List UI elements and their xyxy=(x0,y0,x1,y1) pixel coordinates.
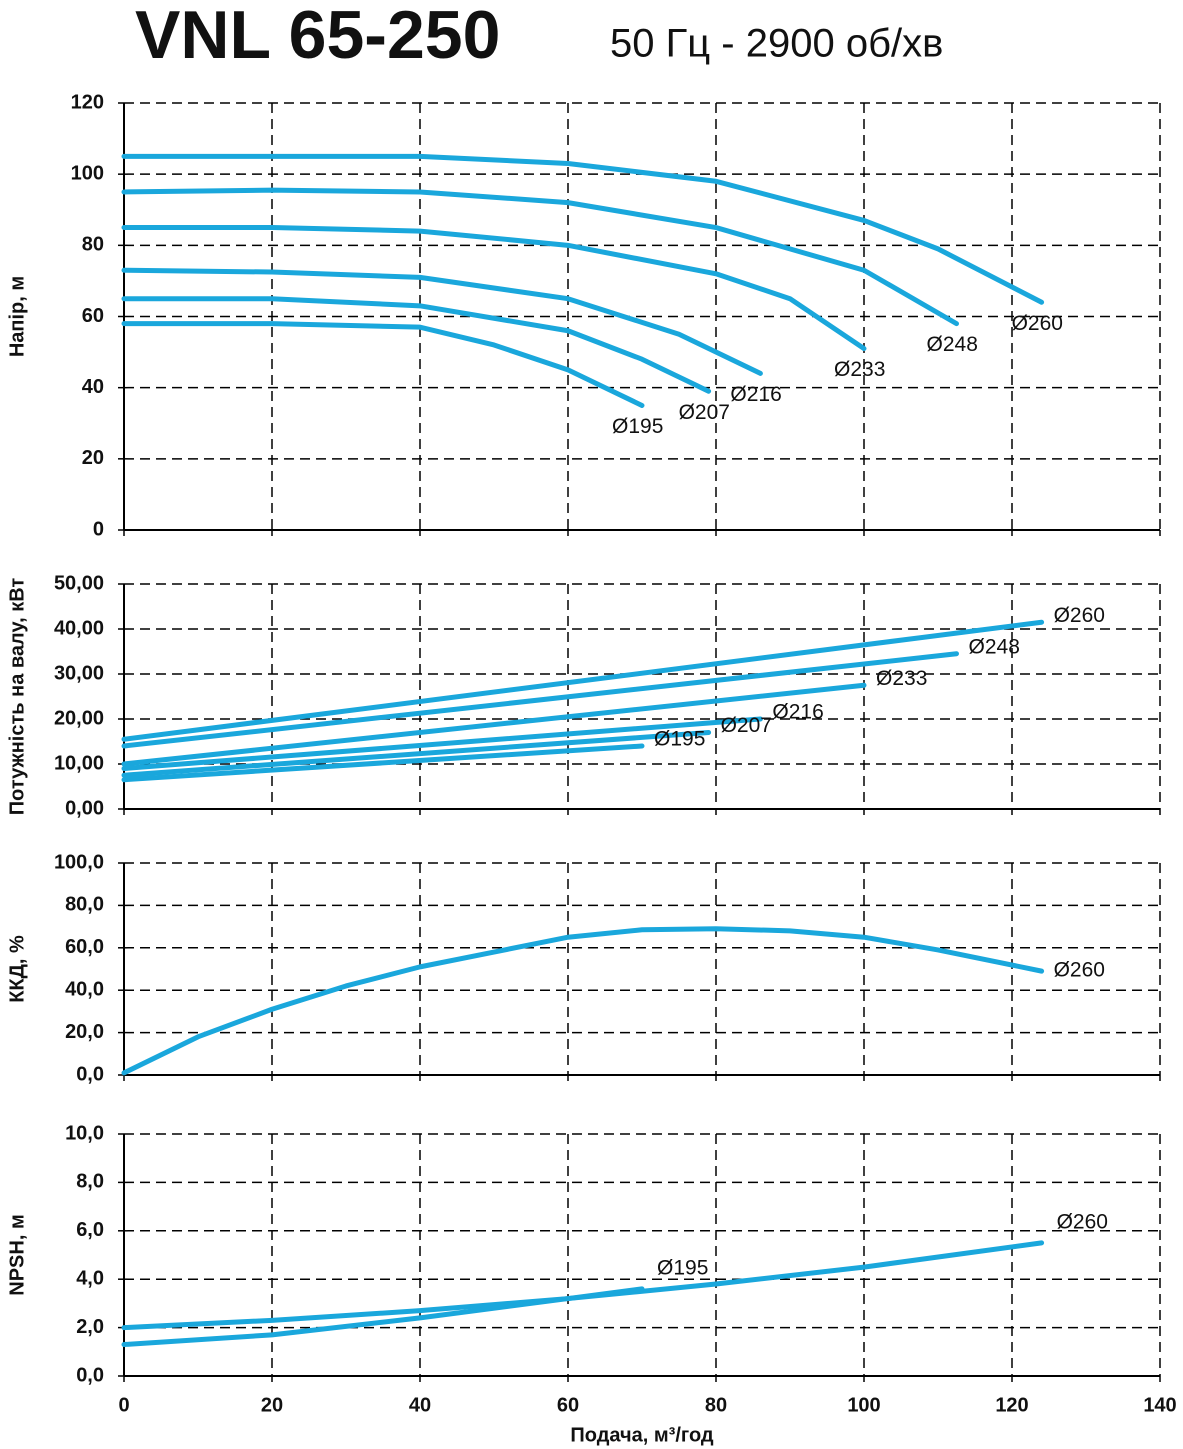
x-tick-label: 60 xyxy=(557,1394,579,1416)
curve-label: Ø207 xyxy=(721,714,772,737)
curve xyxy=(121,296,712,394)
curve-label: Ø260 xyxy=(1057,1210,1108,1233)
curve-label: Ø248 xyxy=(969,635,1020,658)
y-tick-label: 20,00 xyxy=(54,707,104,729)
y-tick-label: 8,0 xyxy=(76,1171,104,1193)
y-tick-label: 50,00 xyxy=(54,572,104,594)
x-tick-label: 140 xyxy=(1143,1394,1176,1416)
x-tick-label: 80 xyxy=(705,1394,727,1416)
y-tick-label: 6,0 xyxy=(76,1219,104,1241)
curve xyxy=(121,1286,645,1348)
curve-label: Ø233 xyxy=(876,667,927,690)
curve xyxy=(121,743,645,783)
curve-label: Ø216 xyxy=(730,383,781,406)
curve-label: Ø195 xyxy=(612,415,663,438)
curve xyxy=(121,730,712,778)
x-tick-label: 40 xyxy=(409,1394,431,1416)
subtitle: 50 Гц - 2900 об/хв xyxy=(610,22,943,66)
y-tick-label: 20,0 xyxy=(65,1021,104,1043)
y-tick-label: 40 xyxy=(82,376,104,398)
x-axis-label: Подача, м³/год xyxy=(570,1424,714,1446)
curve xyxy=(121,619,1045,742)
curve-label: Ø207 xyxy=(679,401,730,424)
curve xyxy=(121,651,959,749)
x-tick-label: 100 xyxy=(847,1394,880,1416)
y-tick-label: 60,0 xyxy=(65,936,104,958)
y-tick-label: 2,0 xyxy=(76,1316,104,1338)
curve-label: Ø248 xyxy=(927,333,978,356)
curve xyxy=(121,1240,1045,1331)
curve-label: Ø195 xyxy=(657,1256,708,1279)
y-tick-label: 30,00 xyxy=(54,662,104,684)
curve xyxy=(121,225,867,352)
x-tick-label: 20 xyxy=(261,1394,283,1416)
curve-label: Ø260 xyxy=(1012,312,1063,335)
curve xyxy=(121,682,867,767)
y-tick-label: 0,0 xyxy=(76,1364,104,1386)
curve xyxy=(121,187,959,327)
curve-label: Ø195 xyxy=(654,728,705,751)
curve xyxy=(121,153,1045,305)
y-tick-label: 40,00 xyxy=(54,617,104,639)
curve xyxy=(121,267,763,376)
y-tick-label: 10,00 xyxy=(54,752,104,774)
y-axis-label: Потужність на валу, кВт xyxy=(6,578,28,816)
y-tick-label: 0,00 xyxy=(65,797,104,819)
y-axis-label: NPSH, м xyxy=(6,1214,28,1295)
y-tick-label: 100 xyxy=(71,162,104,184)
y-tick-label: 120 xyxy=(71,91,104,113)
y-tick-label: 4,0 xyxy=(76,1267,104,1289)
y-axis-label: ККД, % xyxy=(6,935,28,1003)
curve-label: Ø260 xyxy=(1054,604,1105,627)
curve-label: Ø216 xyxy=(772,701,823,724)
y-tick-label: 80,0 xyxy=(65,894,104,916)
curve-label: Ø260 xyxy=(1054,959,1105,982)
y-tick-label: 0 xyxy=(93,518,104,540)
y-tick-label: 100,0 xyxy=(54,851,104,873)
curve xyxy=(121,321,645,408)
curve xyxy=(121,926,1045,1076)
curve-label: Ø233 xyxy=(834,358,885,381)
title: VNL 65-250 xyxy=(135,0,500,73)
y-tick-label: 20 xyxy=(82,447,104,469)
y-tick-label: 0,0 xyxy=(76,1063,104,1085)
x-tick-label: 0 xyxy=(118,1394,129,1416)
x-tick-label: 120 xyxy=(995,1394,1028,1416)
y-tick-label: 40,0 xyxy=(65,978,104,1000)
curve xyxy=(121,716,763,771)
y-tick-label: 60 xyxy=(82,305,104,327)
y-tick-label: 80 xyxy=(82,234,104,256)
y-tick-label: 10,0 xyxy=(65,1122,104,1144)
y-axis-label: Напір, м xyxy=(6,276,28,357)
